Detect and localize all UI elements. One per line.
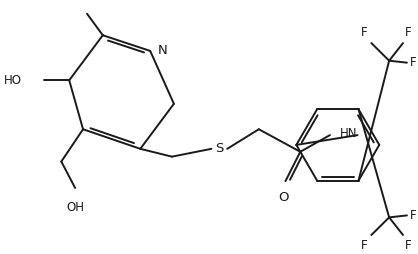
Text: HO: HO	[4, 74, 22, 87]
Text: F: F	[410, 209, 416, 222]
Text: S: S	[215, 142, 224, 155]
Text: F: F	[361, 26, 367, 39]
Text: N: N	[158, 44, 168, 57]
Text: OH: OH	[66, 201, 84, 214]
Text: O: O	[278, 191, 289, 204]
Text: F: F	[410, 56, 416, 69]
Text: F: F	[405, 26, 412, 39]
Text: HN: HN	[340, 127, 357, 140]
Text: F: F	[405, 239, 412, 252]
Text: F: F	[361, 239, 367, 252]
